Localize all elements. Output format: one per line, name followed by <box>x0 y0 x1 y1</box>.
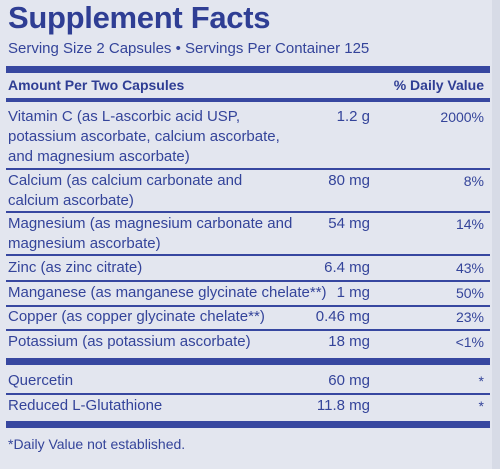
nutrient-name: Magnesium (as magnesium carbonate and ma… <box>8 215 293 252</box>
nutrient-dv: * <box>478 373 484 389</box>
divider-thick <box>6 358 490 365</box>
nutrient-amount: 1.2 g <box>336 108 370 125</box>
nutrient-dv: <1% <box>455 334 484 350</box>
nutrient-name: Calcium (as calcium carbonate and calciu… <box>8 172 243 209</box>
serving-info: Serving Size 2 Capsules • Servings Per C… <box>8 40 370 57</box>
amount-header: Amount Per Two Capsules <box>8 77 185 93</box>
nutrient-amount: 1 mg <box>336 284 370 301</box>
row-divider <box>6 305 490 307</box>
row-divider <box>6 280 490 282</box>
nutrient-amount: 80 mg <box>328 172 370 189</box>
nutrient-dv: 8% <box>463 173 484 189</box>
nutrient-name: Zinc (as zinc citrate) <box>8 259 143 276</box>
nutrient-dv: * <box>478 398 484 414</box>
row-divider <box>6 329 490 331</box>
panel-title: Supplement Facts <box>8 0 271 35</box>
nutrient-name: Potassium (as potassium ascorbate) <box>8 333 251 350</box>
row-divider <box>6 393 490 395</box>
row-divider <box>6 211 490 213</box>
nutrient-name: Quercetin <box>8 372 74 389</box>
nutrient-amount: 54 mg <box>328 215 370 232</box>
footnote: *Daily Value not established. <box>8 436 186 452</box>
nutrient-dv: 2000% <box>440 109 484 125</box>
nutrient-name: Vitamin C (as L-ascorbic acid USP, potas… <box>8 108 280 165</box>
nutrient-dv: 23% <box>455 309 484 325</box>
nutrient-dv: 43% <box>455 260 484 276</box>
row-divider <box>6 168 490 170</box>
divider-thick <box>6 421 490 428</box>
nutrient-amount: 11.8 mg <box>316 397 370 414</box>
nutrient-dv: 14% <box>455 216 484 232</box>
nutrient-name: Copper (as copper glycinate chelate**) <box>8 308 265 325</box>
divider-thick <box>6 66 490 73</box>
nutrient-amount: 0.46 mg <box>315 308 370 325</box>
nutrient-name: Manganese (as manganese glycinate chelat… <box>8 284 327 301</box>
nutrient-dv: 50% <box>455 285 484 301</box>
nutrient-amount: 60 mg <box>328 372 370 389</box>
divider-header <box>6 98 490 102</box>
dv-header: % Daily Value <box>393 77 484 93</box>
nutrient-name: Reduced L-Glutathione <box>8 397 163 414</box>
nutrient-amount: 18 mg <box>328 333 370 350</box>
row-divider <box>6 254 490 256</box>
nutrient-amount: 6.4 mg <box>324 259 370 276</box>
